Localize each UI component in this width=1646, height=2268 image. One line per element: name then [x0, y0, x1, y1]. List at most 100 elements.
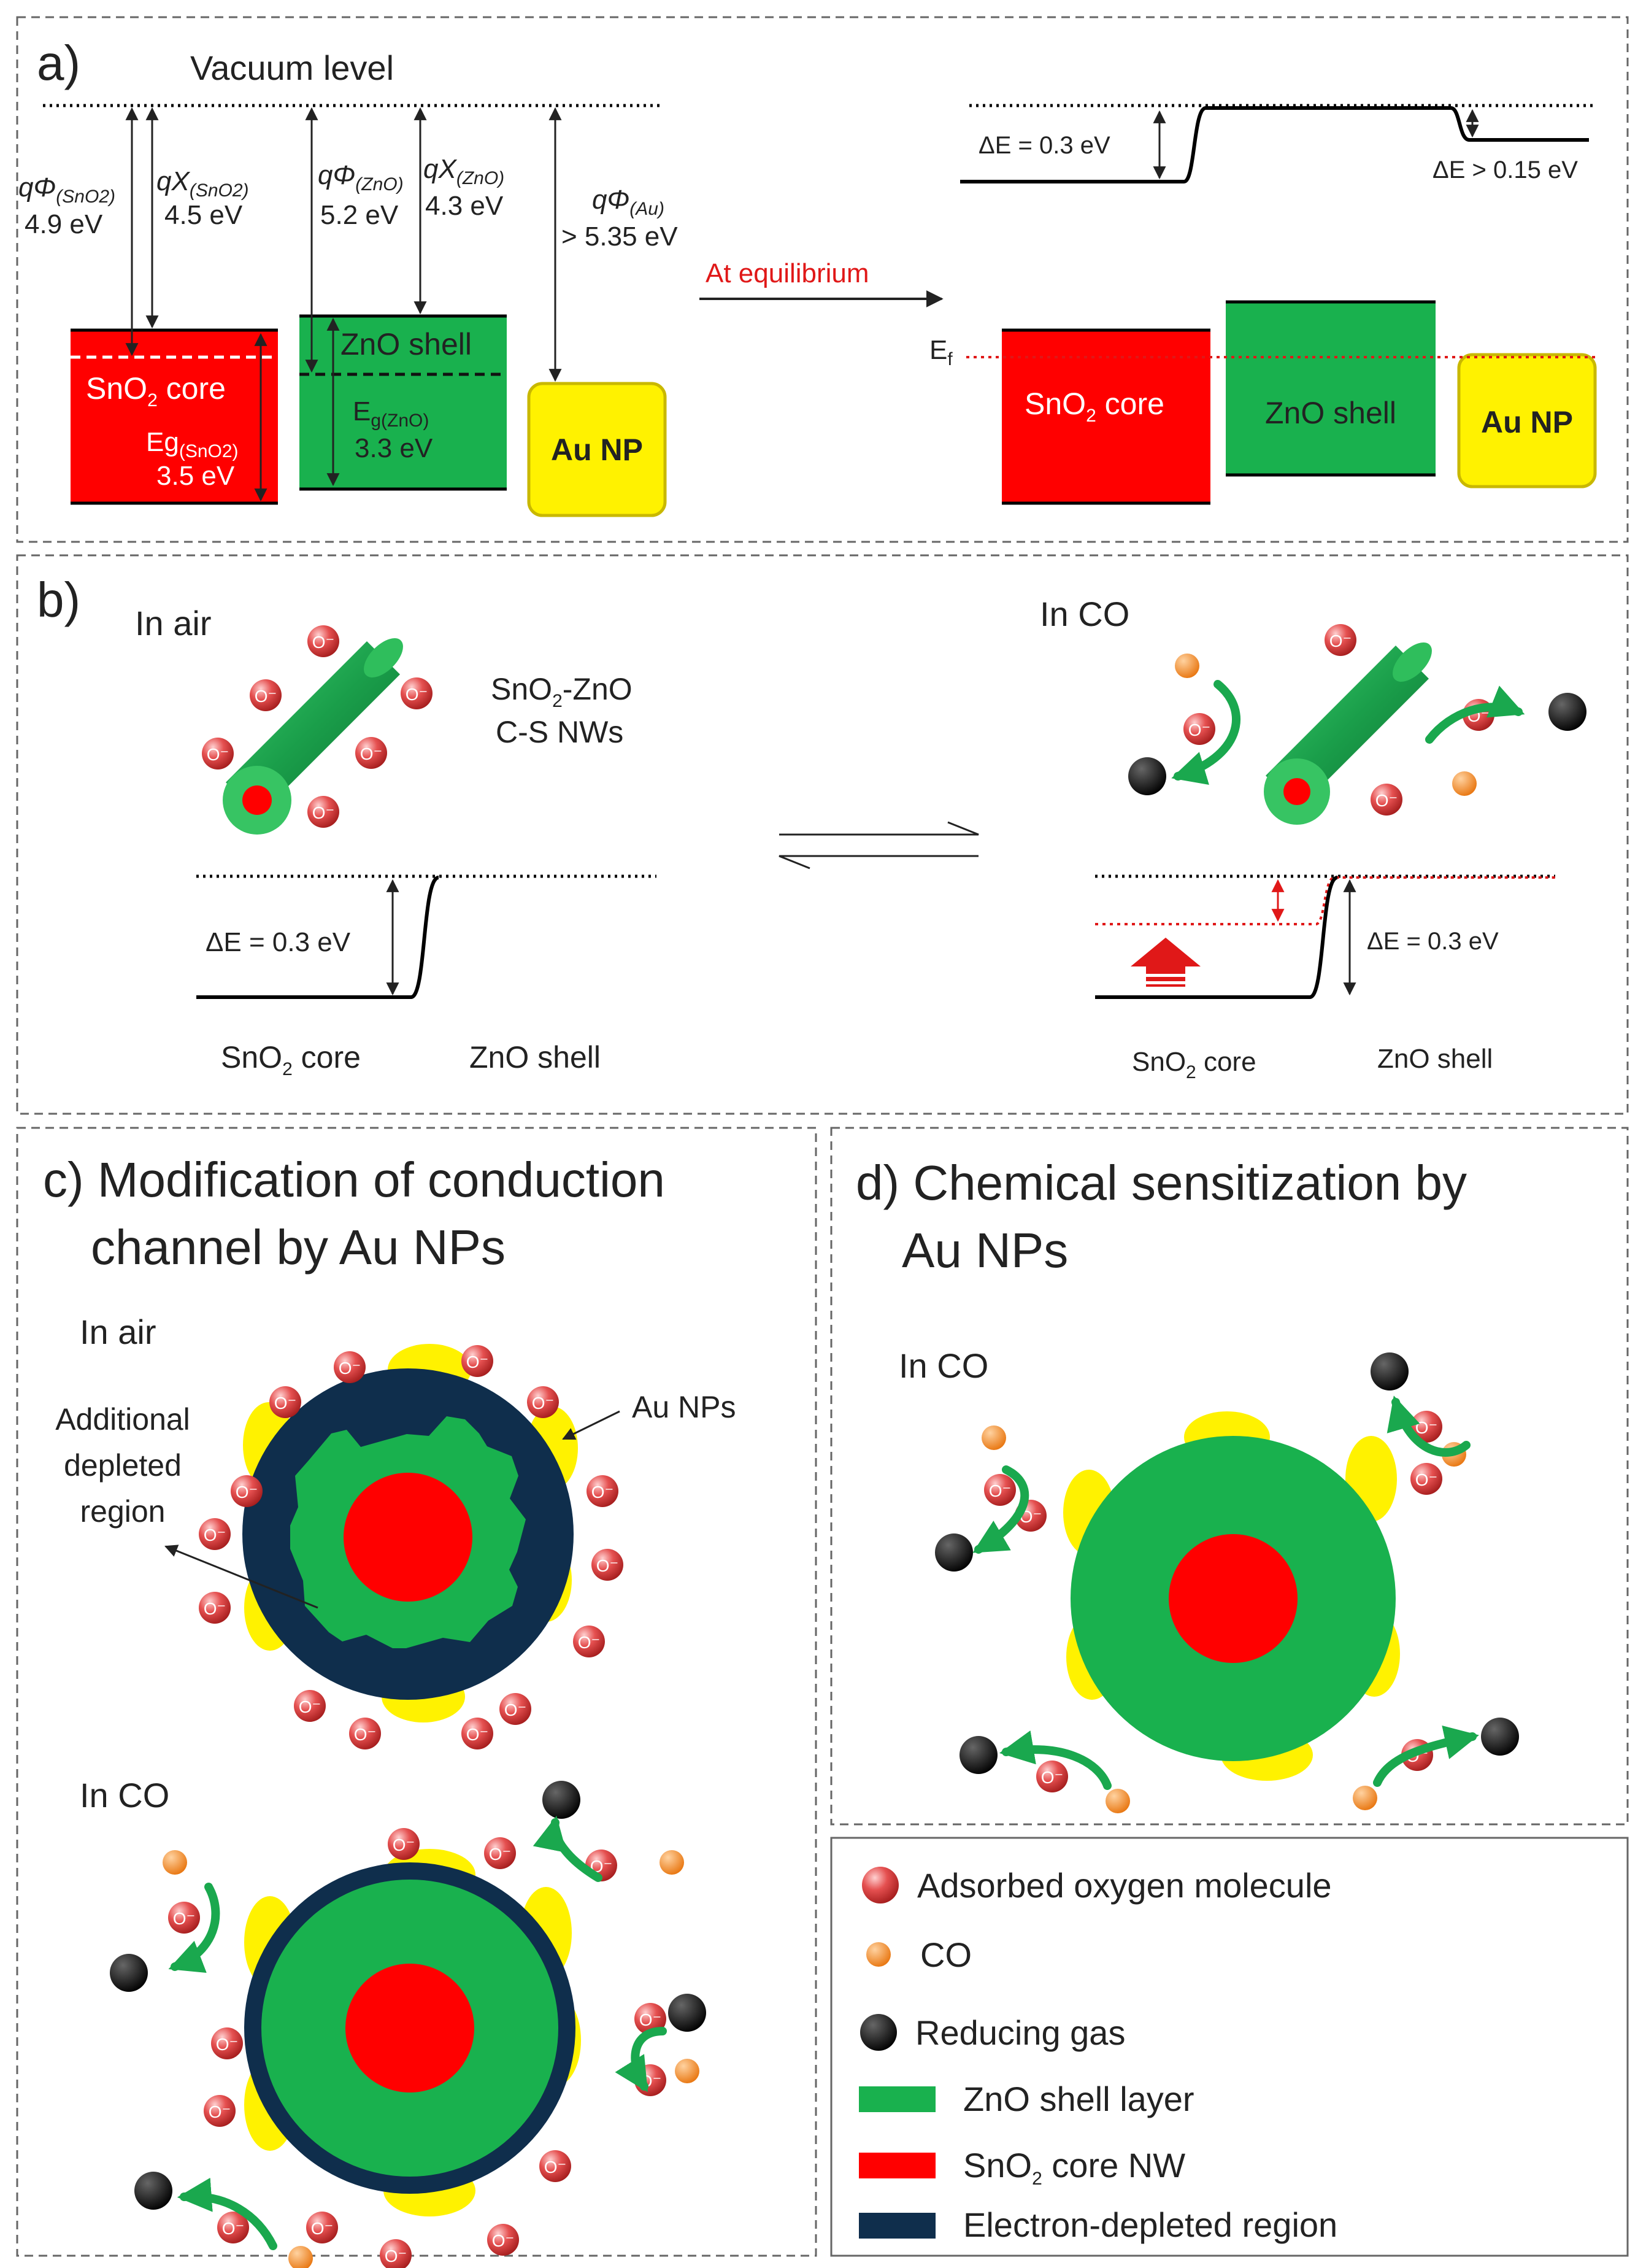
depleted-pointer: [164, 1545, 318, 1609]
phi-au-label: qΦ(Au): [592, 185, 664, 219]
oxygen-ion: O⁻: [199, 1592, 231, 1624]
phi-sno2-value: 4.9 eV: [25, 209, 103, 239]
oxygen-ion: O⁻: [294, 1690, 326, 1722]
eq-delta-e-2: ΔE > 0.15 eV: [1433, 156, 1578, 183]
svg-text:O⁻: O⁻: [1041, 1768, 1064, 1787]
svg-text:O⁻: O⁻: [1188, 720, 1211, 739]
svg-text:O⁻: O⁻: [209, 2102, 231, 2121]
svg-text:O⁻: O⁻: [466, 1352, 489, 1371]
co-delta-e: ΔE = 0.3 eV: [1367, 928, 1499, 955]
co-molecule: [288, 2246, 313, 2268]
svg-text:O⁻: O⁻: [544, 2158, 567, 2177]
reducing-gas-molecule: [935, 1533, 973, 1572]
oxygen-ion: O⁻: [1325, 624, 1356, 656]
legend-co-label: CO: [920, 1935, 972, 1974]
reaction-arrow: [1373, 1726, 1479, 1787]
zno-shell-label: ZnO shell: [340, 327, 472, 361]
reaction-arrow: [177, 2177, 277, 2250]
eq-vacuum-profile: [960, 106, 1589, 183]
chi-sno2-label: qΧ(SnO2): [156, 166, 249, 201]
reversible-arrows: [779, 821, 979, 870]
phi-zno-value: 5.2 eV: [320, 200, 399, 230]
eg-zno-value: 3.3 eV: [355, 433, 433, 463]
oxygen-ion: O⁻: [355, 737, 387, 769]
additional-label-3: region: [80, 1494, 166, 1529]
oxygen-ion: O⁻: [307, 625, 339, 657]
co-zno-shell-label: ZnO shell: [1377, 1044, 1493, 1074]
au-np-box: [527, 382, 667, 517]
legend-depleted-swatch: [859, 2213, 936, 2239]
in-air-label-b: In air: [135, 604, 212, 642]
oxygen-ion: O⁻: [199, 1518, 231, 1550]
molecules-layer: O⁻ O⁻ O⁻ O⁻ O⁻ O⁻ O⁻ O⁻ O⁻ O⁻ O⁻ O⁻ O⁻ O⁻ O⁻ O⁻ O⁻ O⁻ O⁻ O⁻…: [110, 624, 1586, 2268]
legend-zno-label: ZnO shell layer: [963, 2080, 1194, 2118]
panel-c-title-2: channel by Au NPs: [91, 1220, 506, 1275]
oxygen-ion: O⁻: [634, 2003, 666, 2035]
co-molecule: [1175, 654, 1199, 678]
nanowire-air: [223, 638, 403, 835]
eg-sno2-label: Eg(SnO2): [146, 427, 239, 461]
eg-sno2-value: 3.5 eV: [156, 461, 235, 491]
oxygen-ion: O⁻: [380, 2239, 412, 2268]
au-nps-label: Au NPs: [632, 1390, 736, 1424]
oxygen-ion: O⁻: [269, 1386, 301, 1418]
legend-co-swatch: [866, 1942, 891, 1967]
svg-text:O⁻: O⁻: [360, 744, 383, 763]
oxygen-ion: O⁻: [211, 2027, 243, 2059]
svg-text:O⁻: O⁻: [216, 2035, 239, 2054]
oxygen-ion: O⁻: [1183, 713, 1215, 745]
legend-reducing-label: Reducing gas: [915, 2013, 1125, 2052]
fermi-label: Ef: [929, 335, 953, 369]
cross-section-co: [244, 1849, 581, 2216]
sno2-core-band: [71, 330, 278, 503]
panel-b-frame: [16, 554, 1629, 1115]
co-molecule: [1353, 1786, 1377, 1810]
oxygen-ion: O⁻: [586, 1475, 618, 1507]
reaction-arrow: [1171, 680, 1240, 785]
nanowire-co: [1264, 642, 1432, 825]
oxygen-ion: O⁻: [1410, 1463, 1442, 1495]
svg-text:O⁻: O⁻: [1329, 631, 1352, 650]
co-cb-profile: [1095, 876, 1339, 999]
reaction-arrow: [533, 1816, 602, 1882]
co-molecule: [1106, 1789, 1130, 1813]
svg-text:O⁻: O⁻: [406, 685, 428, 704]
oxygen-ion: O⁻: [461, 1345, 493, 1377]
svg-text:O⁻: O⁻: [207, 745, 229, 764]
eq-zno-shell-band: [1226, 302, 1436, 475]
air-sno2-core-label: SnO2 core: [221, 1040, 361, 1079]
reducing-gas-molecule: [668, 1994, 706, 2032]
oxygen-ion: O⁻: [334, 1351, 366, 1383]
oxygen-ion: O⁻: [388, 1828, 420, 1860]
panel-b-label: b): [37, 573, 80, 627]
oxygen-ion: O⁻: [401, 677, 433, 709]
legend-zno-swatch: [859, 2086, 936, 2112]
svg-text:O⁻: O⁻: [173, 1909, 196, 1928]
in-air-label-c: In air: [80, 1313, 156, 1351]
co-molecule: [675, 2059, 699, 2083]
reaction-arrow: [168, 1883, 220, 1973]
svg-text:O⁻: O⁻: [1375, 791, 1398, 810]
panel-c-frame: [16, 1127, 817, 2257]
oxygen-ion: O⁻: [984, 1474, 1016, 1506]
eq-delta-e-1: ΔE = 0.3 eV: [979, 132, 1110, 159]
oxygen-ion: O⁻: [539, 2150, 571, 2182]
svg-text:O⁻: O⁻: [393, 1835, 415, 1854]
oxygen-ion: O⁻: [573, 1626, 605, 1657]
svg-text:O⁻: O⁻: [466, 1725, 489, 1744]
panel-c: c) Modification of conduction channel by…: [43, 1152, 736, 2216]
reducing-gas-molecule: [1371, 1352, 1409, 1390]
legend-depleted-label: Electron-depleted region: [963, 2205, 1337, 2244]
legend-sno2-label: SnO2 core NW: [963, 2146, 1185, 2189]
air-cb-profile: [196, 876, 440, 999]
panel-b: b) In air In CO SnO2-ZnO C-S NWs ΔE = 0.…: [37, 573, 1558, 1082]
au-np-label: Au NP: [551, 433, 643, 467]
reaction-arrow: [1386, 1395, 1471, 1457]
chi-sno2-value: 4.5 eV: [164, 200, 243, 230]
svg-text:O⁻: O⁻: [236, 1483, 258, 1502]
in-co-label-b: In CO: [1040, 595, 1129, 633]
oxygen-ion: O⁻: [461, 1718, 493, 1749]
in-co-label-d: In CO: [899, 1346, 988, 1385]
additional-label-1: Additional: [55, 1402, 190, 1437]
